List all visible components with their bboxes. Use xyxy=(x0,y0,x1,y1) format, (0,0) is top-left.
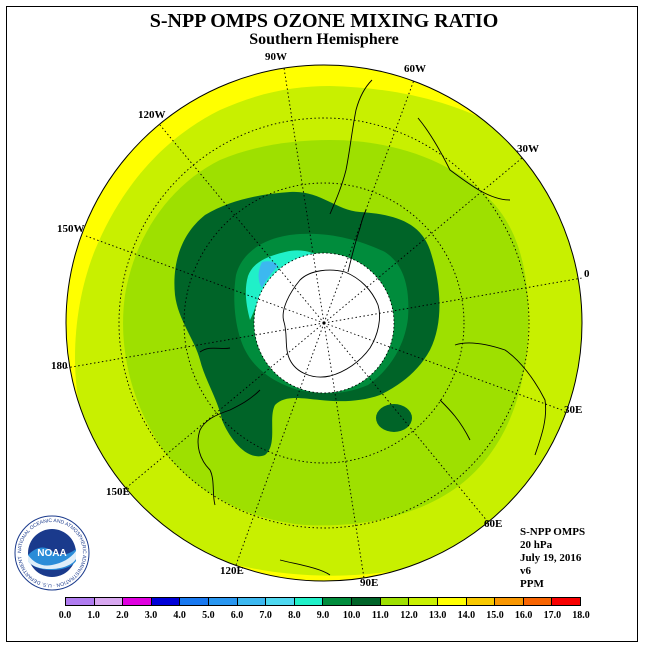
graticule xyxy=(65,67,583,579)
colorbar-tick-label: 13.0 xyxy=(428,610,447,621)
band-10-11-island xyxy=(376,404,412,432)
colorbar-segment xyxy=(123,598,152,605)
page-title: S-NPP OMPS OZONE MIXING RATIO xyxy=(149,10,499,32)
noaa-logo-text: NOAA xyxy=(37,548,66,559)
product-info: S-NPP OMPS 20 hPa July 19, 2016 v6 PPM xyxy=(520,526,585,591)
colorbar-segment xyxy=(180,598,210,605)
colorbar-tick-label: 9.0 xyxy=(316,610,330,621)
band-7-8 xyxy=(258,261,278,288)
colorbar-tick-label: 10.0 xyxy=(342,610,361,621)
colorbar-tick-label: 3.0 xyxy=(144,610,158,621)
lon-label-90e: 90E xyxy=(360,577,379,589)
colorbar-segment xyxy=(523,598,553,605)
colorbar-segment xyxy=(495,598,524,605)
lon-label-30w: 30W xyxy=(517,143,539,155)
page-subtitle: Southern Hemisphere xyxy=(249,31,399,48)
lon-label-60e: 60E xyxy=(484,518,503,530)
colorbar-segment xyxy=(66,598,95,605)
map-boundary xyxy=(65,64,583,582)
colorbar-segment xyxy=(437,598,467,605)
noaa-logo: NATIONAL OCEANIC AND ATMOSPHERIC ADMINIS… xyxy=(14,515,90,591)
info-level: 20 hPa xyxy=(520,539,553,551)
colorbar-tick-label: 11.0 xyxy=(371,610,389,621)
lon-label-90w: 90W xyxy=(265,51,287,63)
colorbar xyxy=(65,597,581,606)
colorbar-tick-label: 12.0 xyxy=(400,610,418,621)
colorbar-tick-label: 16.0 xyxy=(514,610,533,621)
colorbar-tick-label: 7.0 xyxy=(259,610,272,621)
colorbar-segment xyxy=(294,598,324,605)
info-date: July 19, 2016 xyxy=(520,552,582,564)
colorbar-tick-label: 8.0 xyxy=(288,610,301,621)
colorbar-tick-label: 4.0 xyxy=(173,610,186,621)
colorbar-tick-label: 17.0 xyxy=(543,610,562,621)
info-version: v6 xyxy=(520,565,531,577)
colorbar-tick-label: 2.0 xyxy=(116,610,129,621)
colorbar-segment xyxy=(94,598,124,605)
lon-label-120w: 120W xyxy=(138,109,166,121)
colorbar-ticks: 0.0 1.0 2.0 3.0 4.0 5.0 6.0 7.0 8.0 9.0 10.0 11.0 12… xyxy=(59,610,590,624)
info-product: S-NPP OMPS xyxy=(520,526,586,538)
plot-frame xyxy=(6,6,638,642)
lon-label-180: 180 xyxy=(51,360,68,372)
lon-label-30e: 30E xyxy=(564,404,583,416)
colorbar-tick-label: 15.0 xyxy=(486,610,504,621)
colorbar-segment xyxy=(209,598,238,605)
colorbar-segment xyxy=(151,598,181,605)
colorbar-tick-label: 0.0 xyxy=(58,610,72,621)
colorbar-segment xyxy=(552,598,580,605)
colorbar-tick-label: 1.0 xyxy=(87,610,100,621)
coastlines xyxy=(197,79,547,576)
lon-label-150e: 150E xyxy=(106,486,130,498)
colorbar-tick-label: 14.0 xyxy=(457,610,476,621)
colorbar-tick-label: 18.0 xyxy=(572,610,590,621)
colorbar-segment xyxy=(266,598,295,605)
info-units: PPM xyxy=(520,578,544,590)
colorbar-tick-label: 6.0 xyxy=(230,610,244,621)
lon-label-0: 0 xyxy=(584,268,590,280)
colorbar-segment xyxy=(352,598,381,605)
lon-label-150w: 150W xyxy=(57,223,85,235)
colorbar-segment xyxy=(466,598,496,605)
colorbar-segment xyxy=(323,598,353,605)
colorbar-segment xyxy=(409,598,438,605)
colorbar-segment xyxy=(237,598,267,605)
lon-label-60w: 60W xyxy=(404,63,426,75)
lon-label-120e: 120E xyxy=(220,565,244,577)
colorbar-tick-label: 5.0 xyxy=(202,610,215,621)
south-pole-marker xyxy=(322,321,326,325)
colorbar-segment xyxy=(380,598,410,605)
